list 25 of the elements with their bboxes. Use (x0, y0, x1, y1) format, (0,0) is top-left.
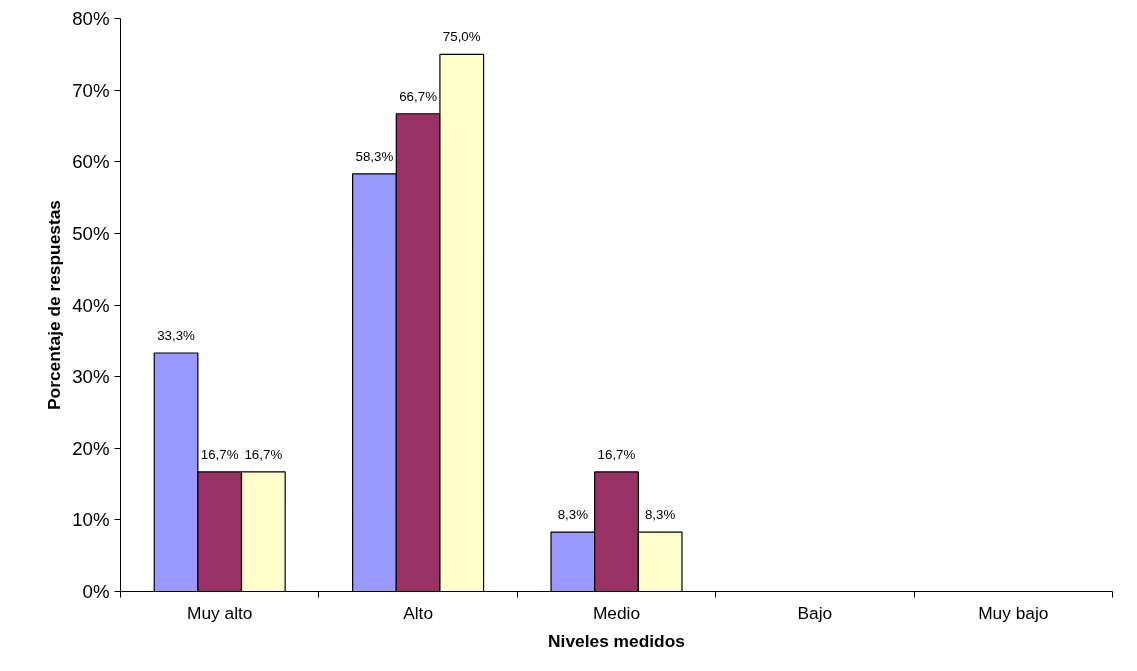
data-label: 58,3% (355, 148, 394, 164)
data-label: 75,0% (442, 29, 481, 45)
x-tick-label: Bajo (797, 602, 833, 623)
x-tick-label: Medio (592, 602, 641, 623)
y-axis-title: Porcentaje de respuestas (44, 200, 65, 410)
x-tick-label: Alto (403, 602, 434, 623)
data-label: 8,3% (557, 507, 589, 523)
y-tick-label: 70% (72, 79, 110, 101)
y-tick-label: 30% (72, 366, 110, 388)
y-tick-label: 60% (72, 151, 110, 173)
data-label: 33,3% (157, 327, 196, 343)
data-label: 8,3% (644, 507, 676, 523)
y-tick-label: 20% (72, 437, 110, 459)
data-label: 16,7% (597, 446, 636, 462)
data-label: 66,7% (399, 88, 438, 104)
data-label: 16,7% (200, 446, 239, 462)
y-tick-label: 0% (82, 581, 110, 602)
y-tick-label: 40% (72, 294, 110, 316)
x-axis-title: Niveles medidos (548, 630, 685, 651)
data-label: 16,7% (244, 446, 283, 462)
x-tick-label: Muy alto (186, 602, 253, 623)
y-tick-label: 80% (72, 8, 110, 29)
x-tick-label: Muy bajo (978, 602, 1049, 623)
y-tick-label: 10% (72, 509, 110, 531)
y-tick-label: 50% (72, 222, 110, 244)
